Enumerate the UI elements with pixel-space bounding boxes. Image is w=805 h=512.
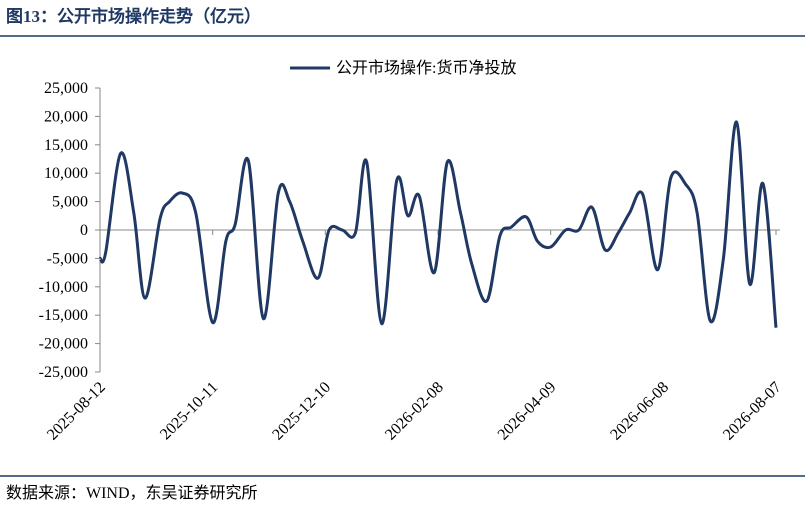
x-tick-label: 2026-08-07 — [720, 379, 785, 444]
x-tick-label: 2025-08-12 — [44, 379, 109, 444]
source: 数据来源：WIND，东吴证券研究所 — [6, 484, 258, 502]
legend-label: 公开市场操作:货币净投放 — [336, 59, 516, 77]
y-tick-label: 0 — [80, 222, 88, 239]
y-tick-label: -20,000 — [39, 336, 88, 353]
y-tick-label: -15,000 — [39, 307, 88, 324]
x-tick-label: 2025-12-10 — [269, 379, 334, 444]
y-tick-label: 15,000 — [44, 137, 88, 154]
y-tick-label: -25,000 — [39, 364, 88, 381]
y-tick-label: -10,000 — [39, 279, 88, 296]
chart-title: 图13：公开市场操作走势（亿元） — [6, 6, 261, 26]
data-line — [98, 120, 778, 328]
y-tick-label: 5,000 — [52, 194, 88, 211]
y-tick-label: 10,000 — [44, 165, 88, 182]
x-tick-label: 2026-04-09 — [495, 379, 560, 444]
x-tick-label: 2026-06-08 — [607, 379, 672, 444]
y-tick-label: 25,000 — [44, 80, 88, 97]
y-tick-label: -5,000 — [47, 250, 88, 267]
x-tick-label: 2026-02-08 — [382, 379, 447, 444]
y-tick-label: 20,000 — [44, 108, 88, 125]
x-tick-label: 2025-10-11 — [157, 379, 221, 443]
